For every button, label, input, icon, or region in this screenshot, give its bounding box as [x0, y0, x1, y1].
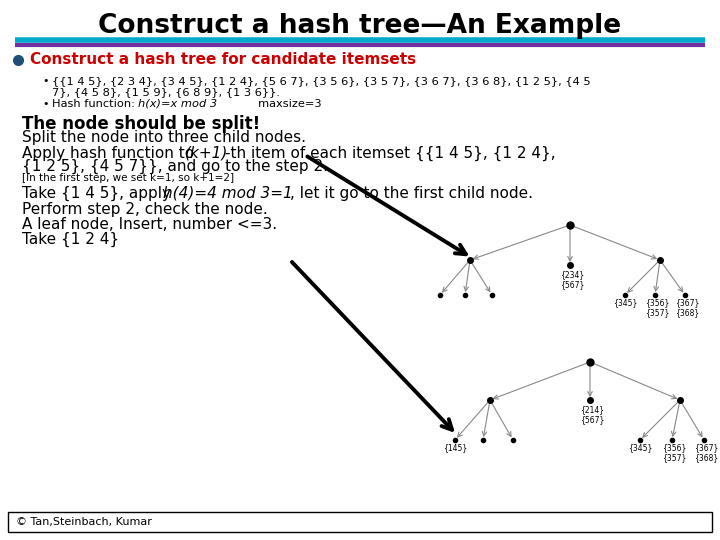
Text: {356}
{357}: {356} {357}	[645, 298, 669, 318]
FancyBboxPatch shape	[8, 512, 712, 532]
Text: h(4)=4 mod 3=1: h(4)=4 mod 3=1	[163, 186, 293, 201]
Text: Perform step 2, check the node.: Perform step 2, check the node.	[22, 202, 268, 217]
Text: , let it go to the first child node.: , let it go to the first child node.	[290, 186, 533, 201]
Text: maxsize=3: maxsize=3	[240, 99, 322, 109]
Text: Hash function:: Hash function:	[52, 99, 139, 109]
Text: The node should be split!: The node should be split!	[22, 115, 260, 133]
Text: •: •	[42, 76, 48, 86]
Text: Construct a hash tree—An Example: Construct a hash tree—An Example	[99, 13, 621, 39]
Text: {1 2 5}, {4 5 7}}, and go to the step 2.: {1 2 5}, {4 5 7}}, and go to the step 2.	[22, 159, 328, 174]
Text: © Tan,Steinbach, Kumar: © Tan,Steinbach, Kumar	[16, 517, 152, 527]
Text: Take {1 4 5}, apply: Take {1 4 5}, apply	[22, 186, 176, 201]
Text: •: •	[42, 99, 48, 109]
Text: Split the node into three child nodes.: Split the node into three child nodes.	[22, 130, 306, 145]
Text: Take {1 2 4}: Take {1 2 4}	[22, 232, 119, 247]
Text: Construct a hash tree for candidate itemsets: Construct a hash tree for candidate item…	[30, 52, 416, 68]
Text: A leaf node, Insert, number <=3.: A leaf node, Insert, number <=3.	[22, 217, 277, 232]
Text: 7}, {4 5 8}, {1 5 9}, {6 8 9}, {1 3 6}}.: 7}, {4 5 8}, {1 5 9}, {6 8 9}, {1 3 6}}.	[52, 87, 280, 97]
Text: {356}
{357}: {356} {357}	[662, 443, 686, 462]
Text: {367}
{368}: {367} {368}	[675, 298, 699, 318]
Text: {145}: {145}	[443, 443, 467, 452]
Text: Apply hash function to: Apply hash function to	[22, 146, 199, 161]
Text: {345}: {345}	[613, 298, 637, 307]
Text: -th item of each itemset {{1 4 5}, {1 2 4},: -th item of each itemset {{1 4 5}, {1 2 …	[225, 146, 556, 161]
Text: {{1 4 5}, {2 3 4}, {3 4 5}, {1 2 4}, {5 6 7}, {3 5 6}, {3 5 7}, {3 6 7}, {3 6 8}: {{1 4 5}, {2 3 4}, {3 4 5}, {1 2 4}, {5 …	[52, 76, 590, 86]
Text: {234}
{567}: {234} {567}	[560, 270, 584, 289]
Text: {367}
{368}: {367} {368}	[694, 443, 718, 462]
Text: {345}: {345}	[628, 443, 652, 452]
Text: h(x)=x mod 3: h(x)=x mod 3	[138, 99, 217, 109]
Text: [In the first step, we set k=1, so k+1=2]: [In the first step, we set k=1, so k+1=2…	[22, 173, 234, 183]
Text: {214}
{567}: {214} {567}	[580, 405, 604, 424]
Text: (k+1): (k+1)	[185, 146, 228, 161]
